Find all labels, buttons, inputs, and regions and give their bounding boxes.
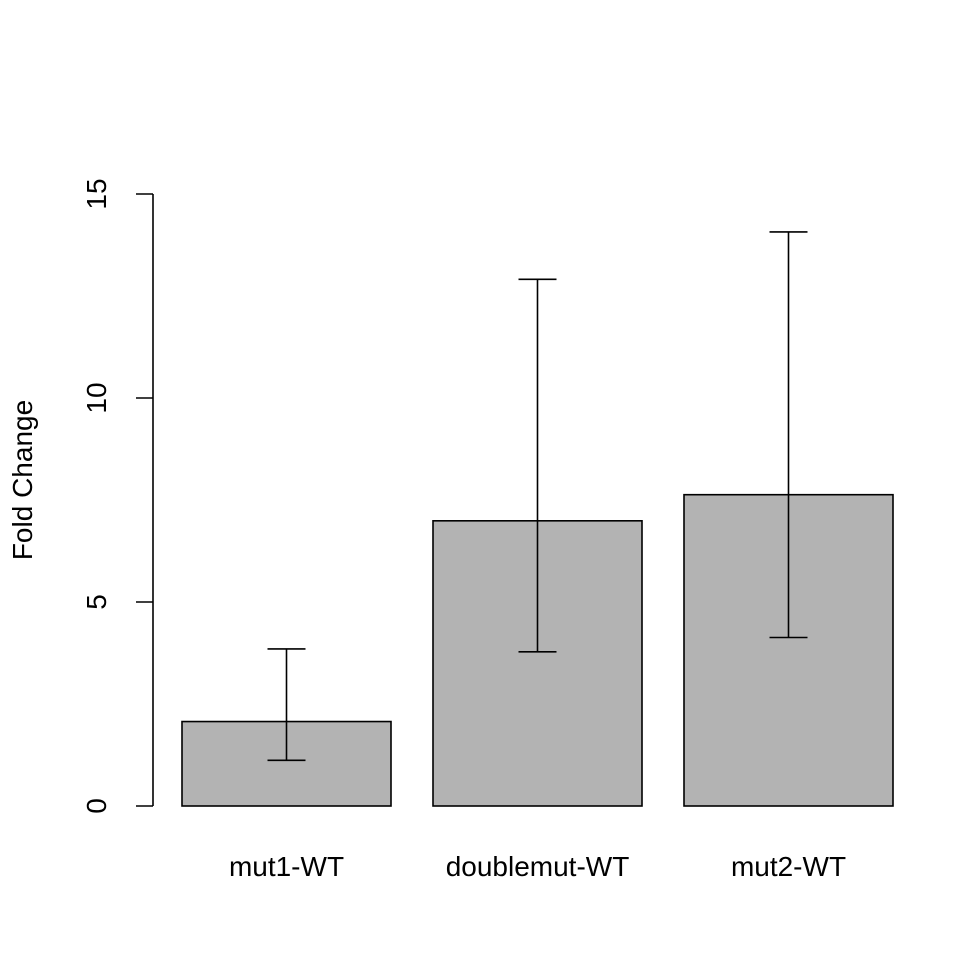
error-bars [267, 231, 808, 762]
y-axis: 0 5 10 15 [81, 178, 154, 814]
y-axis-label: Fold Change [7, 400, 38, 560]
y-tick-label: 15 [81, 178, 112, 209]
x-tick-labels: mut1-WT doublemut-WT mut2-WT [229, 851, 846, 882]
y-tick-label: 10 [81, 382, 112, 413]
x-tick-label: doublemut-WT [446, 851, 630, 882]
x-tick-label: mut2-WT [731, 851, 846, 882]
bar [432, 520, 643, 807]
x-tick-label: mut1-WT [229, 851, 344, 882]
y-tick-label: 5 [81, 594, 112, 610]
y-tick-label: 0 [81, 798, 112, 814]
